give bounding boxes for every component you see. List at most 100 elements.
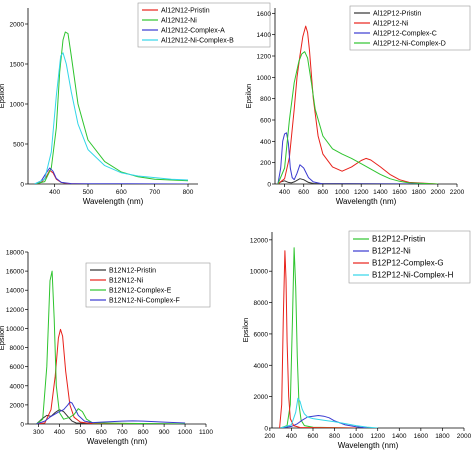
x-tick-label: 800 xyxy=(138,429,149,436)
x-tick-label: 600 xyxy=(116,189,127,196)
series-line-b12p12-ni xyxy=(280,415,367,428)
y-tick-label: 18000 xyxy=(6,250,24,257)
x-tick-label: 1000 xyxy=(349,433,364,440)
x-tick-label: 2200 xyxy=(450,189,465,196)
legend-entry: B12P12-Ni-Complex-H xyxy=(372,271,454,280)
y-axis-title: Epsilon xyxy=(241,318,250,343)
x-tick-label: 800 xyxy=(329,433,340,440)
legend-entry: Al12N12-Pristin xyxy=(161,8,210,15)
x-tick-label: 400 xyxy=(54,429,65,436)
legend-entry: Al12N12-Ni-Complex-B xyxy=(161,38,234,45)
legend-box xyxy=(85,262,211,308)
chart-panel-3: 0 2000 4000 6000 8000 10000 12000 14000 16000 180… xyxy=(0,250,213,447)
y-tick-label: 1400 xyxy=(257,32,272,39)
y-tick-label: 2000 xyxy=(10,22,25,29)
x-tick-label: 1200 xyxy=(354,189,369,196)
x-tick-label: 1200 xyxy=(370,433,385,440)
y-tick-label: 800 xyxy=(260,96,271,103)
x-tick-label: 800 xyxy=(317,189,328,196)
chart-panel-2: 0 200 400 600 800 1000 1200 1400 1600 400 600 800 10… xyxy=(244,5,471,206)
y-tick-label: 0 xyxy=(20,422,24,429)
x-tick-label: 800 xyxy=(183,189,194,196)
series-line-al12p12-ni-complex-d xyxy=(277,51,438,184)
x-tick-label: 1400 xyxy=(392,433,407,440)
y-tick-label: 12000 xyxy=(250,237,268,244)
legend: Al12P12-Pristin Al12P12-Ni Al12P12-Complex… xyxy=(349,5,471,51)
y-tick-label: 200 xyxy=(260,160,271,167)
x-tick-label: 500 xyxy=(75,429,86,436)
series-line-b12p12-ni-complex-h xyxy=(280,397,378,428)
y-tick-label: 1000 xyxy=(257,75,272,82)
x-tick-label: 400 xyxy=(279,189,290,196)
legend-entry: B12P12-Ni xyxy=(372,247,411,256)
y-tick-label: 400 xyxy=(260,139,271,146)
y-tick-label: 2000 xyxy=(10,402,25,409)
x-tick-label: 400 xyxy=(286,433,297,440)
x-tick-label: 400 xyxy=(49,189,60,196)
y-tick-label: 1000 xyxy=(10,102,25,109)
series-line-b12n12-complex-e xyxy=(36,270,186,424)
legend-entry: B12P12-Pristin xyxy=(372,235,425,244)
y-tick-label: 4000 xyxy=(254,363,269,370)
legend-box xyxy=(137,2,271,48)
series-line-al12p12-complex-c xyxy=(277,132,438,184)
y-tick-label: 14000 xyxy=(6,288,24,295)
y-tick-label: 4000 xyxy=(10,383,25,390)
series-line-b12p12-complex-g xyxy=(279,250,357,428)
legend-entry: Al12P12-Ni xyxy=(373,21,409,28)
y-tick-label: 6000 xyxy=(10,364,25,371)
y-tick-label: 1600 xyxy=(257,11,272,18)
legend-entry: B12N12-Ni-Complex-F xyxy=(109,298,180,305)
legend-entry: Al12P12-Pristin xyxy=(373,11,421,18)
legend-entry: Al12P12-Ni-Complex-D xyxy=(373,41,446,48)
x-tick-label: 2000 xyxy=(431,189,446,196)
x-axis-title: Wavelength (nm) xyxy=(83,197,144,206)
x-tick-label: 1600 xyxy=(392,189,407,196)
y-axis-title: Epsilon xyxy=(0,84,6,109)
x-tick-label: 1100 xyxy=(199,429,213,436)
x-tick-label: 600 xyxy=(308,433,319,440)
series-line-al12n12-ni-complex-b xyxy=(34,52,189,184)
legend-box xyxy=(348,230,471,284)
x-tick-label: 200 xyxy=(264,433,275,440)
y-tick-label: 12000 xyxy=(6,307,24,314)
series-line-al12n12-ni xyxy=(34,31,189,184)
series-line-al12p12-ni xyxy=(277,25,438,184)
series-line-b12p12-pristin xyxy=(280,247,357,428)
x-tick-label: 2000 xyxy=(457,433,472,440)
series-line-al12n12-pristin xyxy=(34,169,188,184)
legend-entry: Al12P12-Complex-C xyxy=(373,31,437,38)
y-tick-label: 1200 xyxy=(257,54,272,61)
y-tick-label: 10000 xyxy=(6,326,24,333)
x-tick-label: 700 xyxy=(117,429,128,436)
series-line-al12p12-pristin xyxy=(277,178,438,184)
legend-entry: Al12N12-Complex-A xyxy=(161,28,225,35)
x-tick-label: 1000 xyxy=(178,429,193,436)
x-tick-label: 1600 xyxy=(414,433,429,440)
chart-panel-4: 0 2000 4000 6000 8000 10000 12000 200 400 600 800 1… xyxy=(241,230,472,450)
legend-entry: B12N12-Complex-E xyxy=(109,288,172,295)
legend-entry: B12P12-Complex-G xyxy=(372,259,444,268)
y-tick-label: 500 xyxy=(13,142,24,149)
y-tick-label: 0 xyxy=(267,182,271,189)
y-axis-title: Epsilon xyxy=(0,326,6,351)
y-tick-label: 0 xyxy=(20,182,24,189)
x-tick-label: 1400 xyxy=(373,189,388,196)
x-axis-title: Wavelength (nm) xyxy=(336,197,397,206)
legend-entry: B12N12-Ni xyxy=(109,278,144,285)
legend-entry: Al12N12-Ni xyxy=(161,18,197,25)
x-tick-label: 700 xyxy=(149,189,160,196)
y-tick-label: 16000 xyxy=(6,269,24,276)
x-tick-label: 600 xyxy=(298,189,309,196)
legend: B12P12-Pristin B12P12-Ni B12P12-Complex-G B… xyxy=(348,230,471,284)
legend: B12N12-Pristin B12N12-Ni B12N12-Complex-E B… xyxy=(85,262,211,308)
y-tick-label: 6000 xyxy=(254,331,269,338)
y-tick-label: 8000 xyxy=(254,300,269,307)
y-tick-label: 2000 xyxy=(254,394,269,401)
x-tick-label: 500 xyxy=(83,189,94,196)
legend-entry: B12N12-Pristin xyxy=(109,268,156,275)
y-tick-label: 10000 xyxy=(250,269,268,276)
x-axis-title: Wavelength (nm) xyxy=(87,437,148,446)
